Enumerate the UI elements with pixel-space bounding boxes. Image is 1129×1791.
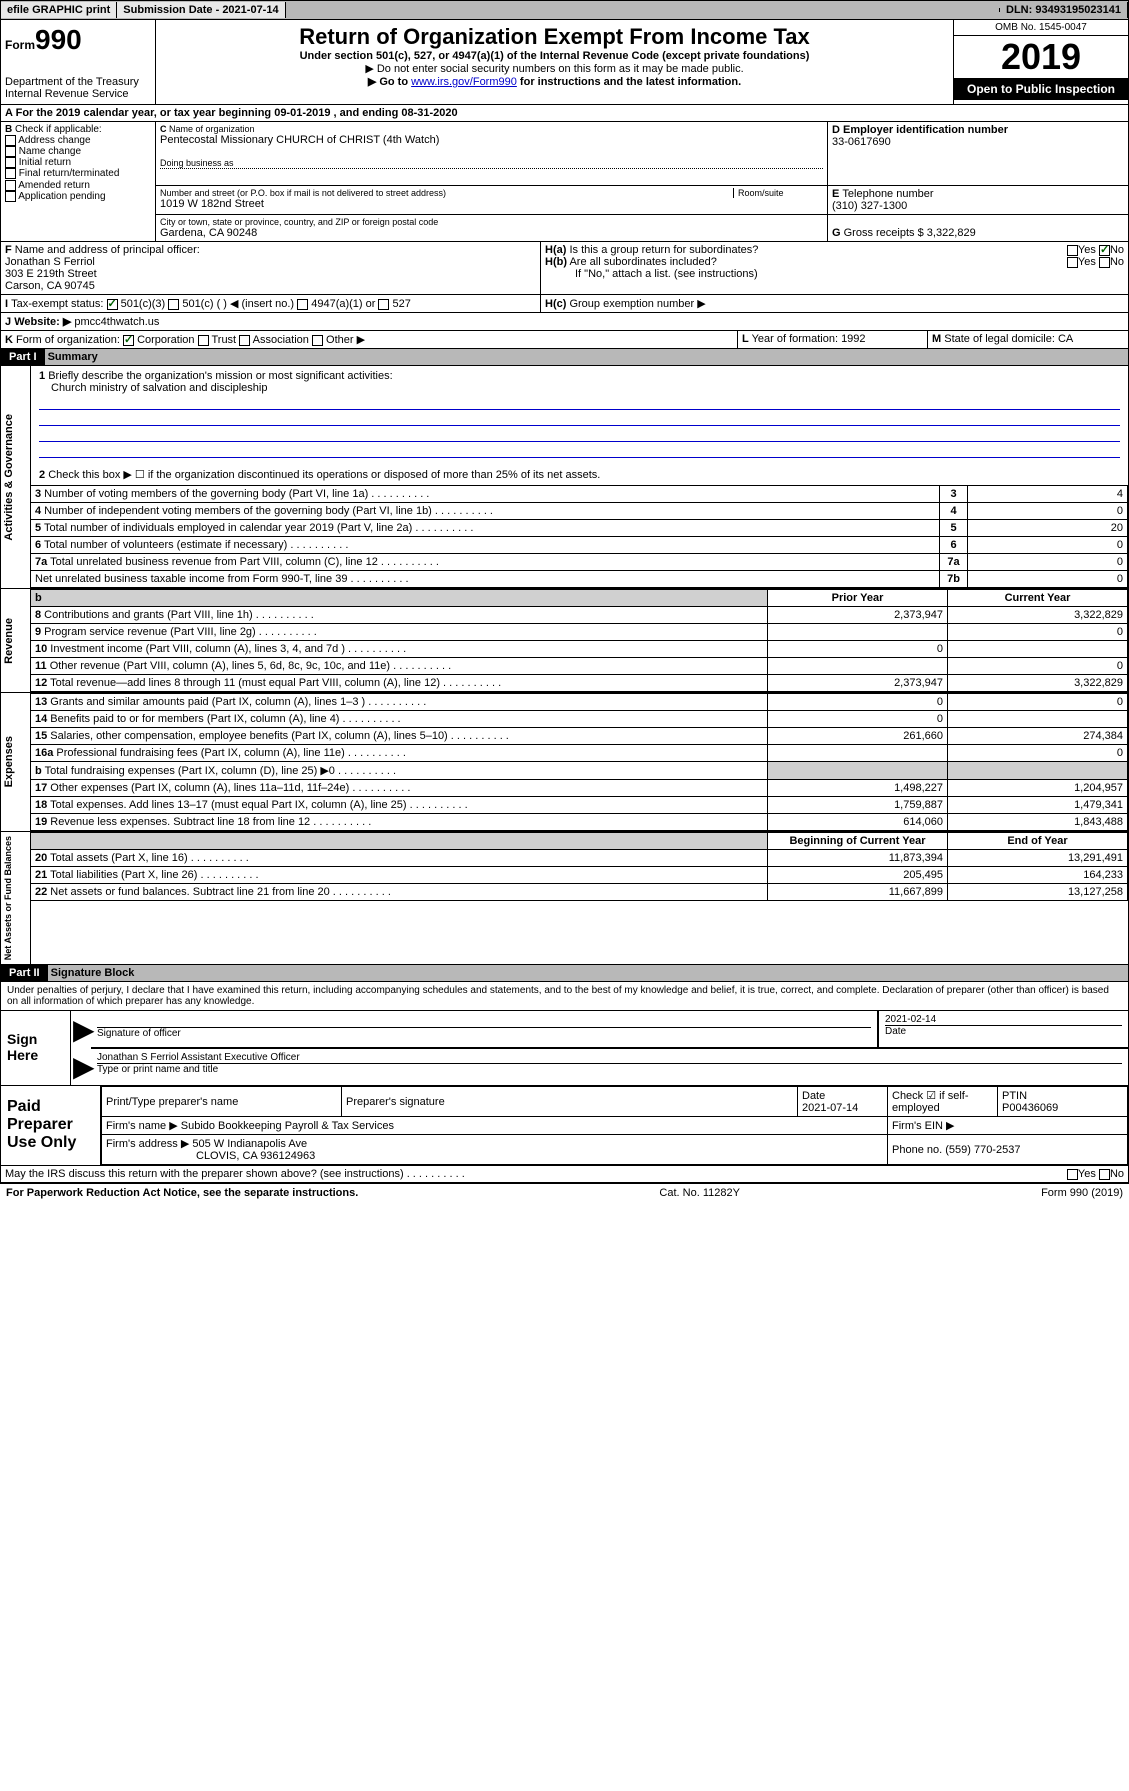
subtitle-3: ▶ Go to www.irs.gov/Form990 for instruct… — [160, 75, 949, 88]
state-domicile: CA — [1058, 333, 1073, 345]
side-label-netassets: Net Assets or Fund Balances — [1, 832, 15, 964]
tax-year: 2019 — [954, 36, 1128, 78]
subtitle-2: ▶ Do not enter social security numbers o… — [160, 62, 949, 75]
cb-amended[interactable]: Amended return — [5, 180, 151, 191]
phone-value: (310) 327-1300 — [832, 200, 1124, 212]
omb-number: OMB No. 1545-0047 — [954, 20, 1128, 36]
sig-date: 2021-02-14 — [885, 1014, 1122, 1026]
table-netassets: Beginning of Current YearEnd of Year20 T… — [31, 832, 1128, 901]
paid-preparer-label: Paid Preparer Use Only — [1, 1086, 101, 1165]
firm-name: Subido Bookkeeping Payroll & Tax Service… — [181, 1120, 394, 1132]
org-address: 1019 W 182nd Street — [160, 198, 823, 210]
cb-corporation[interactable] — [123, 335, 134, 346]
form990-link[interactable]: www.irs.gov/Form990 — [411, 76, 517, 88]
table-expenses: 13 Grants and similar amounts paid (Part… — [31, 693, 1128, 831]
mission-text: Church ministry of salvation and discipl… — [39, 382, 267, 394]
preparer-table: Print/Type preparer's name Preparer's si… — [101, 1086, 1128, 1165]
table-revenue: bPrior YearCurrent Year8 Contributions a… — [31, 589, 1128, 692]
side-label-ag: Activities & Governance — [1, 410, 17, 545]
year-formation: 1992 — [841, 333, 865, 345]
submission-date: Submission Date - 2021-07-14 — [117, 2, 285, 18]
irs-label: Internal Revenue Service — [5, 88, 151, 100]
part2-header: Part II — [1, 965, 48, 981]
cb-final-return[interactable]: Final return/terminated — [5, 168, 151, 179]
officer-name: Jonathan S Ferriol — [5, 256, 95, 268]
cb-address-change[interactable]: Address change — [5, 135, 151, 146]
subtitle-1: Under section 501(c), 527, or 4947(a)(1)… — [160, 50, 949, 62]
cb-name-change[interactable]: Name change — [5, 146, 151, 157]
line-a: A For the 2019 calendar year, or tax yea… — [1, 105, 1128, 122]
org-city: Gardena, CA 90248 — [160, 227, 823, 239]
form-header: Form990 Department of the Treasury Inter… — [0, 20, 1129, 105]
ha-no-checked[interactable] — [1099, 245, 1110, 256]
gross-receipts: 3,322,829 — [927, 227, 976, 239]
dln-label: DLN: 93493195023141 — [1000, 2, 1128, 18]
perjury-declaration: Under penalties of perjury, I declare th… — [0, 982, 1129, 1011]
side-label-expenses: Expenses — [1, 732, 17, 791]
side-label-revenue: Revenue — [1, 614, 17, 668]
efile-print-button[interactable]: efile GRAPHIC print — [1, 2, 117, 18]
sign-here-label: Sign Here — [1, 1011, 71, 1085]
ptin-value: P00436069 — [1002, 1102, 1058, 1114]
dept-treasury: Department of the Treasury — [5, 76, 151, 88]
cb-initial-return[interactable]: Initial return — [5, 157, 151, 168]
org-name: Pentecostal Missionary CHURCH of CHRIST … — [160, 134, 823, 146]
form-number: Form990 — [5, 24, 151, 56]
firm-phone: (559) 770-2537 — [945, 1144, 1020, 1156]
open-public-badge: Open to Public Inspection — [954, 78, 1128, 100]
part1-header: Part I — [1, 349, 45, 365]
ein-value: 33-0617690 — [832, 136, 1124, 148]
cb-501c3[interactable] — [107, 299, 118, 310]
form-title: Return of Organization Exempt From Incom… — [160, 24, 949, 50]
section-b: B Check if applicable: Address change Na… — [1, 122, 156, 242]
page-footer: For Paperwork Reduction Act Notice, see … — [0, 1183, 1129, 1202]
officer-printed-name: Jonathan S Ferriol Assistant Executive O… — [97, 1052, 1122, 1064]
table-activities: 3 Number of voting members of the govern… — [31, 485, 1128, 588]
website-value: pmcc4thwatch.us — [74, 316, 159, 328]
top-toolbar: efile GRAPHIC print Submission Date - 20… — [0, 0, 1129, 20]
cb-app-pending[interactable]: Application pending — [5, 191, 151, 202]
